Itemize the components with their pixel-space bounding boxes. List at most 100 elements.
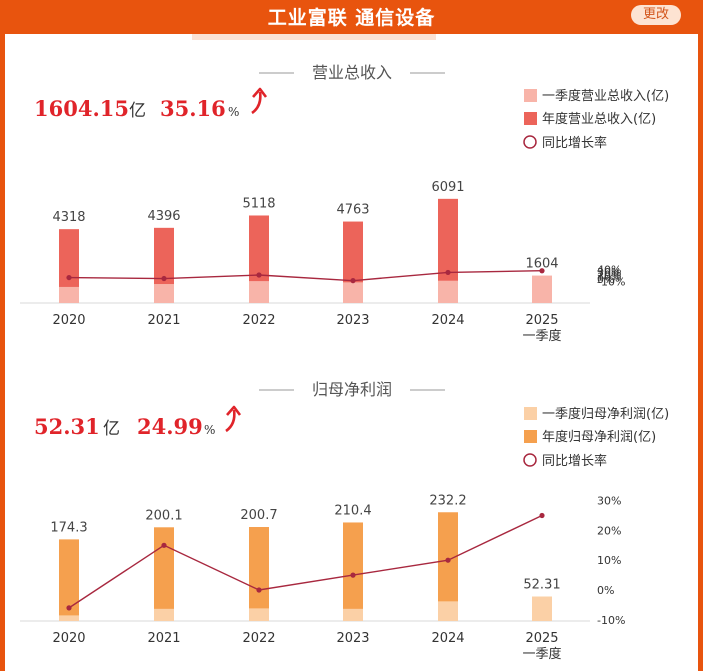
- up-arrow-icon: [251, 87, 268, 115]
- y2-tick-label: 30%: [597, 495, 621, 508]
- revenue-section: 营业总收入 1604.15 亿 35.16 % 一季度营业总收入(亿) 年度营业…: [20, 63, 669, 344]
- y2-tick-label: 0%: [597, 273, 614, 286]
- legend-swatch-q1: [524, 407, 537, 420]
- profit-legend: 一季度归母净利润(亿) 年度归母净利润(亿) 同比增长率: [523, 406, 669, 469]
- x-tick-label: 2024: [431, 631, 464, 646]
- charts-canvas: 营业总收入 1604.15 亿 35.16 % 一季度营业总收入(亿) 年度营业…: [20, 63, 669, 662]
- yoy-point: [445, 269, 451, 276]
- legend-label-yoy: 同比增长率: [542, 135, 607, 151]
- bar-q1-2024: [438, 280, 458, 303]
- bar-q1-2021: [154, 284, 174, 303]
- legend-swatch-q1: [524, 89, 537, 102]
- bar-q1-2023: [343, 282, 363, 303]
- yoy-point: [256, 272, 262, 278]
- legend-swatch-year: [524, 430, 537, 443]
- revenue-legend: 一季度营业总收入(亿) 年度营业总收入(亿) 同比增长率: [523, 88, 669, 151]
- bar-value-label: 1604: [525, 257, 558, 272]
- yoy-point: [539, 512, 545, 519]
- x-tick-label: 2025: [525, 631, 558, 646]
- revenue-section-title: 营业总收入: [312, 63, 392, 82]
- yoy-point: [539, 268, 545, 274]
- yoy-line: [68, 514, 543, 609]
- y2-tick-label: 10%: [597, 554, 621, 567]
- header-tab-decoration: [192, 34, 436, 40]
- bar-q1-2021: [154, 608, 174, 621]
- revenue-yoy-unit: %: [228, 105, 239, 119]
- bar-value-label: 52.31: [523, 578, 560, 593]
- bar-year-2024: [438, 198, 458, 303]
- yoy-point: [445, 557, 451, 563]
- x-tick-label: 2024: [431, 313, 464, 328]
- bar-value-label: 4763: [336, 203, 369, 218]
- bar-value-label: 174.3: [50, 520, 87, 535]
- bar-year-2023: [343, 522, 363, 621]
- profit-section: 归母净利润 52.31 亿 24.99 % 一季度归母净利润(亿) 年度归母净利…: [20, 380, 669, 662]
- x-tick-label: 2021: [147, 631, 180, 646]
- legend-swatch-year: [524, 112, 537, 125]
- bar-q1-2022: [249, 281, 269, 303]
- up-arrow-icon: [225, 405, 242, 433]
- bar-value-label: 4318: [52, 210, 85, 225]
- x-tick-label: 2023: [336, 631, 369, 646]
- bar-value-label: 6091: [431, 180, 464, 195]
- bar-year-2022: [249, 527, 269, 621]
- bar-q1-2023: [343, 608, 363, 621]
- legend-label-yoy: 同比增长率: [542, 453, 607, 469]
- header-title: 工业富联 通信设备: [267, 7, 436, 29]
- x-tick-label: 2022: [242, 631, 275, 646]
- y2-tick-label: 20%: [597, 268, 621, 281]
- bar-q1-2020: [59, 286, 79, 303]
- bar-value-label: 5118: [242, 196, 275, 211]
- profit-chart: 174.3 2020 200.1 2021 200.7 2022 210.4 2023 232.…: [20, 493, 625, 662]
- yoy-point: [256, 587, 262, 593]
- legend-label-q1: 一季度营业总收入(亿): [542, 88, 669, 104]
- bar-value-label: 200.1: [145, 508, 182, 523]
- revenue-yoy: 35.16: [160, 96, 226, 121]
- bar-q1-2020: [59, 615, 79, 621]
- legend-swatch-yoy: [523, 135, 537, 149]
- yoy-point: [161, 542, 167, 548]
- bar-value-label: 200.7: [240, 508, 277, 523]
- yoy-point: [66, 274, 72, 281]
- x-tick-label: 2020: [52, 631, 85, 646]
- x-tick-label: 一季度: [522, 646, 561, 662]
- legend-label-year: 年度营业总收入(亿): [542, 111, 656, 127]
- yoy-line: [68, 270, 543, 282]
- y2-tick-label: 20%: [597, 524, 621, 537]
- profit-yoy-unit: %: [204, 423, 215, 437]
- bar-q1-2024: [438, 601, 458, 621]
- x-tick-label: 2021: [147, 313, 180, 328]
- profit-section-title: 归母净利润: [312, 380, 392, 399]
- y2-tick-label: 40%: [597, 264, 621, 277]
- y2-tick-label: 10%: [597, 271, 621, 284]
- profit-value-unit: 亿: [103, 419, 120, 439]
- legend-label-q1: 一季度归母净利润(亿): [542, 406, 669, 422]
- y2-tick-label: 30%: [597, 266, 621, 279]
- bar-year-2020: [59, 229, 79, 303]
- header-bar: 工业富联 通信设备 更改: [0, 0, 703, 34]
- bar-q1-2025: [532, 275, 552, 303]
- yoy-point: [350, 278, 356, 284]
- revenue-value: 1604.15: [34, 96, 129, 121]
- x-tick-label: 2025: [525, 313, 558, 328]
- bar-value-label: 4396: [147, 209, 180, 224]
- x-tick-label: 一季度: [522, 328, 561, 344]
- x-tick-label: 2020: [52, 313, 85, 328]
- legend-swatch-yoy: [523, 453, 537, 467]
- yoy-point: [66, 605, 72, 611]
- bar-q1-2022: [249, 608, 269, 621]
- y2-tick-label: -10%: [597, 614, 625, 627]
- bar-year-2024: [438, 512, 458, 621]
- legend-label-year: 年度归母净利润(亿): [542, 429, 656, 445]
- bar-q1-2025: [532, 596, 552, 621]
- profit-value: 52.31: [34, 414, 100, 439]
- x-tick-label: 2023: [336, 313, 369, 328]
- revenue-chart: 4318 2020 4396 2021 5118 2022 4763 2023 6091 2024…: [20, 180, 625, 344]
- bar-value-label: 232.2: [429, 493, 466, 508]
- revenue-value-unit: 亿: [129, 101, 146, 121]
- y2-tick-label: -10%: [597, 275, 625, 288]
- bar-year-2021: [154, 527, 174, 621]
- change-button[interactable]: 更改: [631, 5, 681, 25]
- profit-yoy: 24.99: [137, 414, 203, 439]
- yoy-point: [161, 275, 167, 282]
